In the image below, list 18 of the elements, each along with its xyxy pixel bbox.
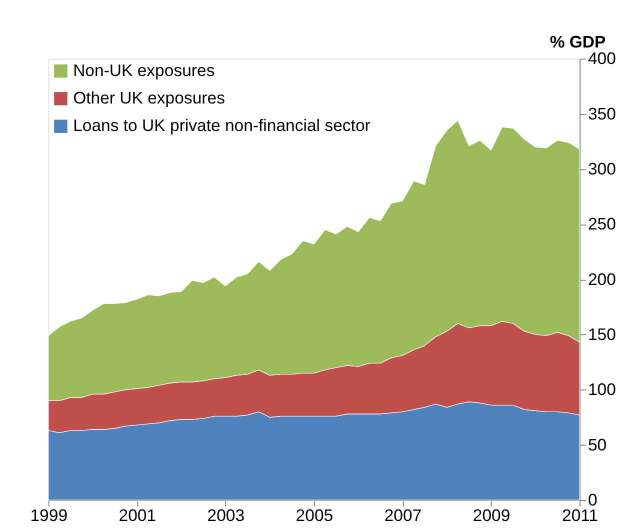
x-tick-label: 2005 bbox=[296, 506, 334, 526]
x-tick-label: 2003 bbox=[207, 506, 245, 526]
legend-label: Other UK exposures bbox=[73, 88, 225, 108]
x-tick-label: 2009 bbox=[472, 506, 510, 526]
y-tick-label: 250 bbox=[588, 214, 616, 234]
y-tick-label: 50 bbox=[588, 435, 607, 454]
x-tick-label: 2001 bbox=[118, 506, 156, 526]
x-tick-label: 2007 bbox=[384, 506, 422, 526]
legend-label: Loans to UK private non-financial sector bbox=[73, 116, 371, 136]
legend-label: Non-UK exposures bbox=[73, 60, 215, 80]
y-tick-label: 300 bbox=[588, 159, 616, 178]
y-tick-label: 150 bbox=[588, 324, 616, 344]
y-tick-label: 350 bbox=[588, 104, 616, 124]
x-tick-label: 1999 bbox=[30, 506, 68, 526]
y-axis-title: % GDP bbox=[550, 32, 606, 52]
y-tick-label: 400 bbox=[588, 49, 616, 68]
y-tick-label: 200 bbox=[588, 270, 616, 289]
y-tick-label: 100 bbox=[588, 380, 616, 400]
